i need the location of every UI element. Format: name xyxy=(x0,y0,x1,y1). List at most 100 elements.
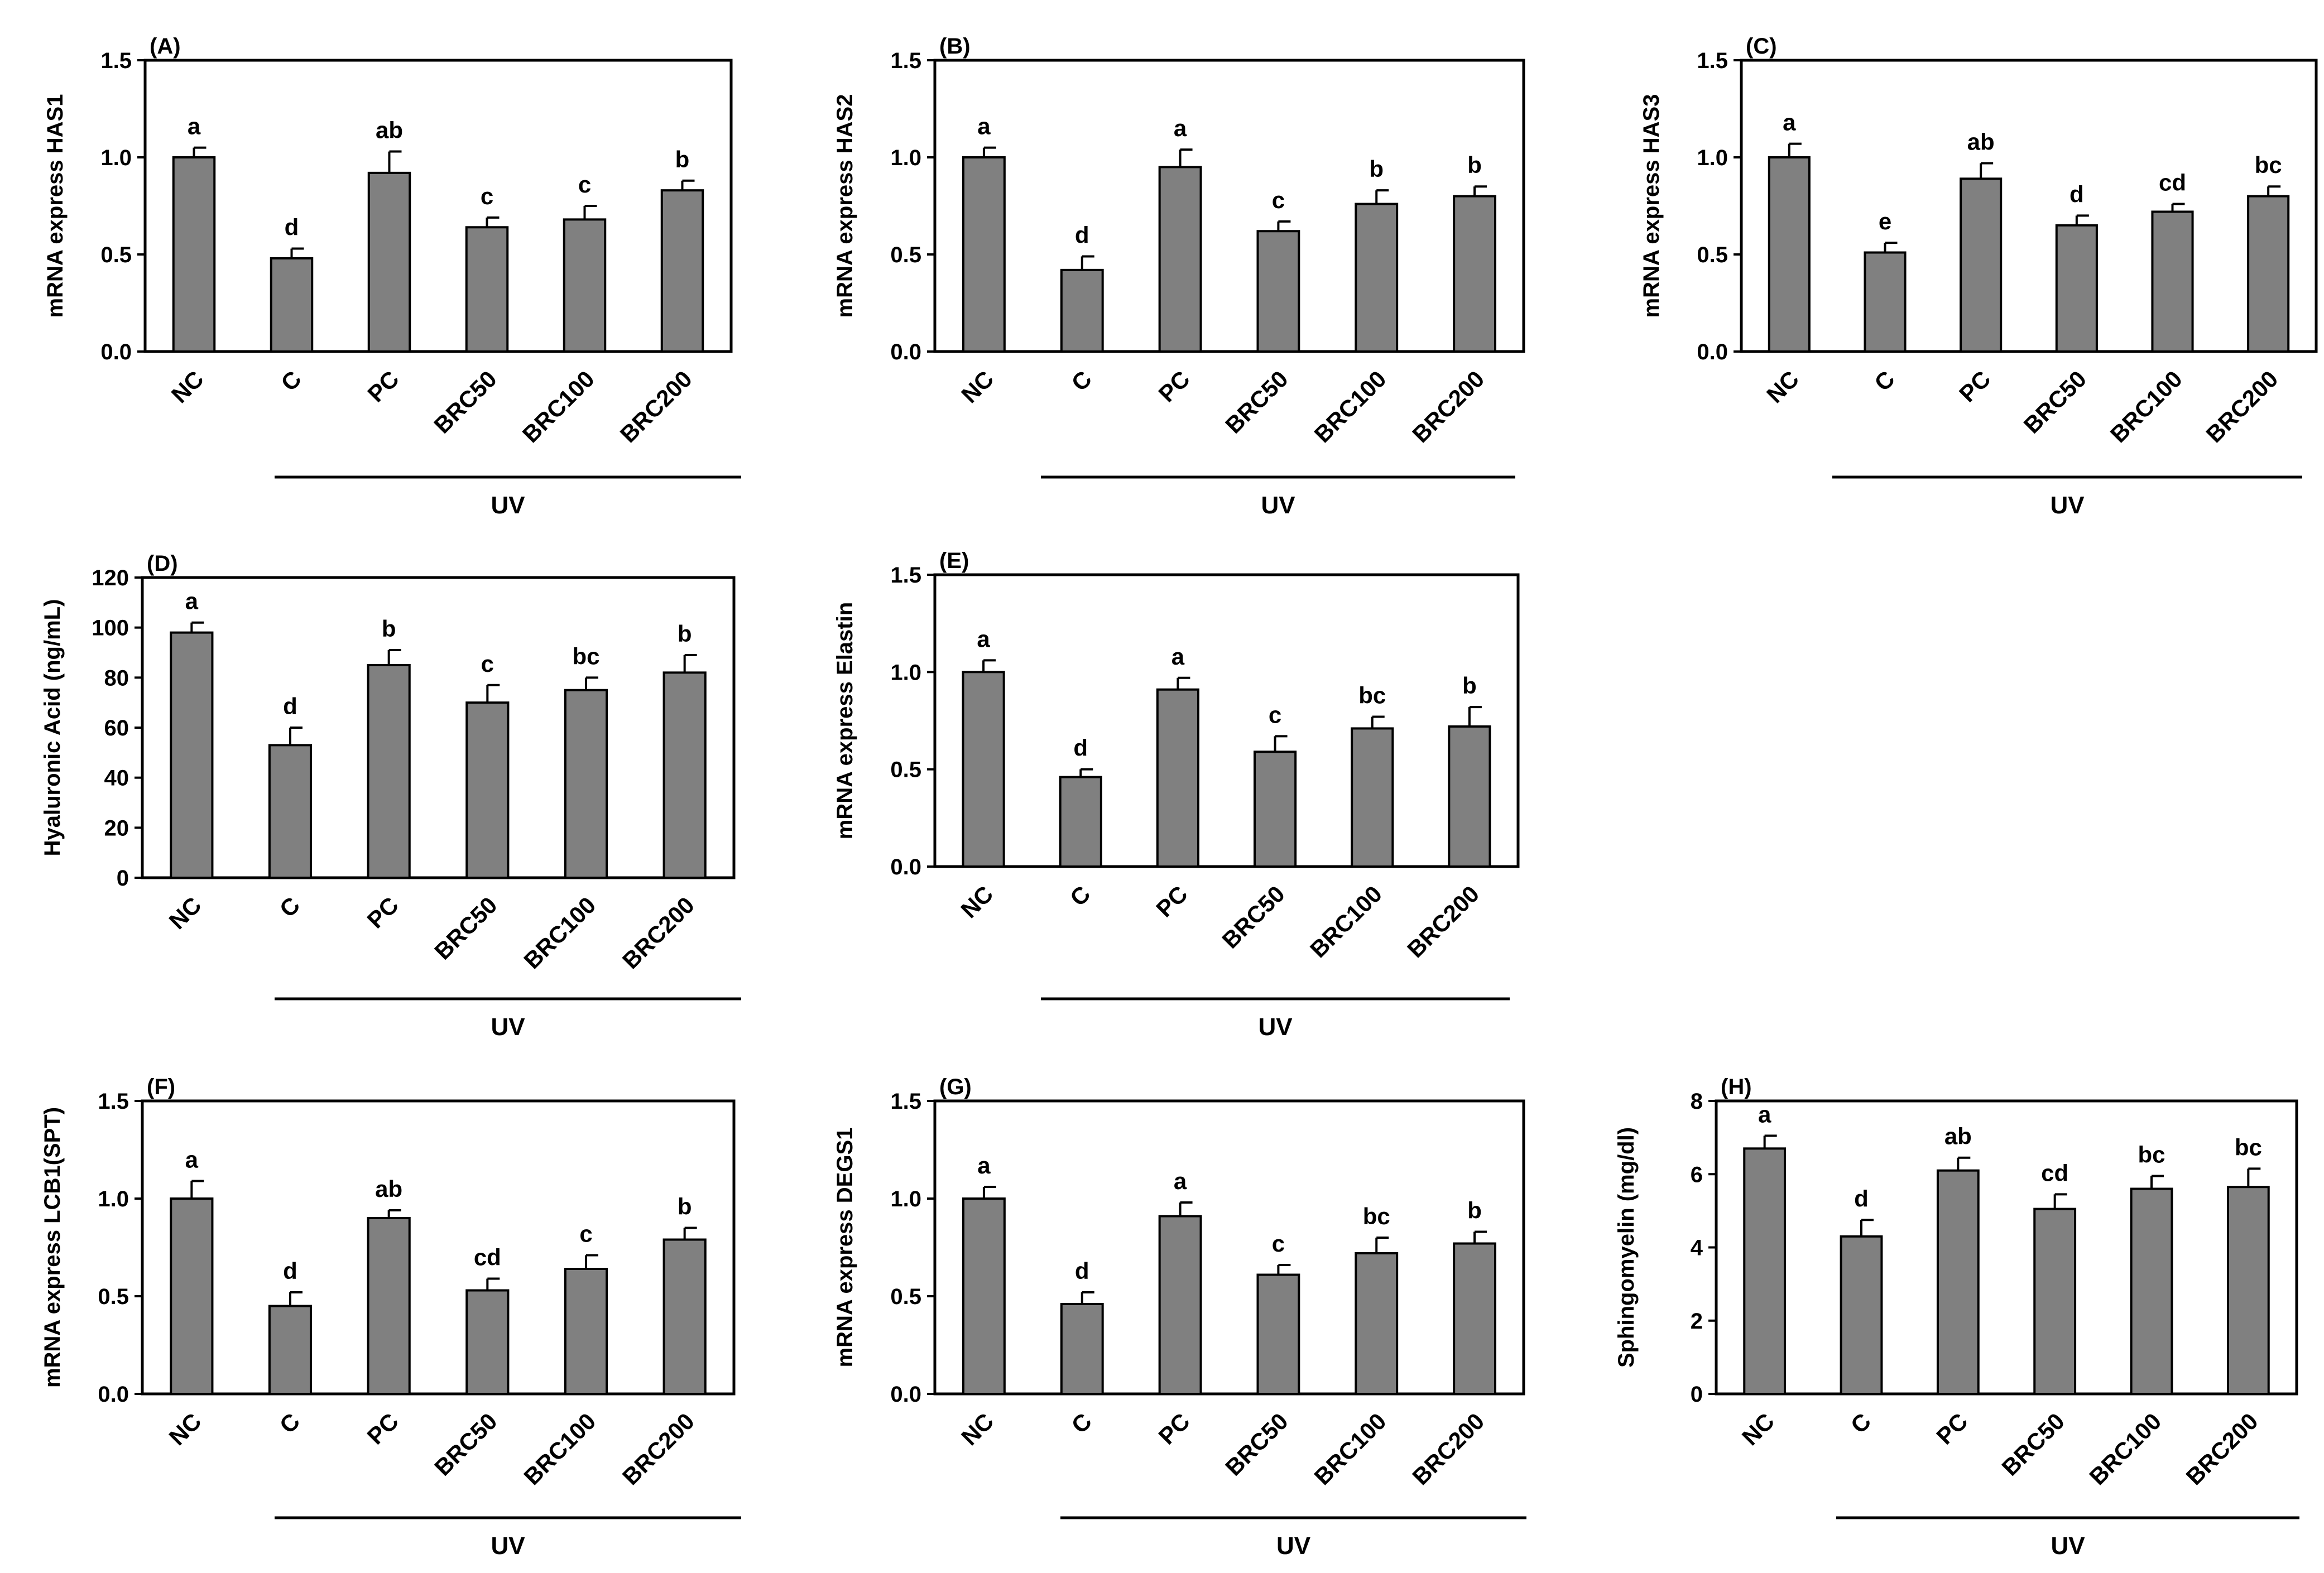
x-tick-label: NC xyxy=(955,881,998,923)
x-tick-label: BRC50 xyxy=(429,892,502,965)
y-tick-label: 0 xyxy=(1691,1382,1703,1407)
significance-letter: b xyxy=(678,620,692,647)
y-axis-label: mRNA express HAS2 xyxy=(833,94,857,318)
x-tick-label: BRC200 xyxy=(1407,1408,1489,1490)
x-tick-label: PC xyxy=(362,892,404,934)
panel-label: (F) xyxy=(147,1075,175,1099)
y-tick-label: 4 xyxy=(1691,1236,1703,1261)
bar xyxy=(1448,725,1491,868)
x-tick-label: PC xyxy=(362,1408,404,1450)
bar xyxy=(1254,751,1297,868)
y-tick-label: 1.5 xyxy=(890,563,921,588)
bar xyxy=(1351,727,1394,868)
significance-letter: ab xyxy=(376,117,403,143)
y-axis-label: Sphingomyelin (mg/dl) xyxy=(1614,1127,1639,1368)
x-tick-label: BRC50 xyxy=(1996,1408,2069,1481)
significance-letter: b xyxy=(1467,152,1482,178)
y-axis-label: mRNA express DEGS1 xyxy=(833,1128,857,1368)
x-tick-label: PC xyxy=(1931,1408,1973,1450)
plot-frame xyxy=(141,576,736,879)
significance-letter: b xyxy=(1462,672,1477,699)
x-tick-label: BRC100 xyxy=(2084,1408,2166,1490)
y-tick-label: 6 xyxy=(1691,1162,1703,1187)
significance-letter: c xyxy=(481,651,494,677)
y-tick-label: 0.0 xyxy=(100,340,132,364)
x-tick-label: BRC200 xyxy=(1407,365,1489,448)
bar xyxy=(564,1268,608,1395)
significance-letter: c xyxy=(1272,187,1285,213)
y-tick-label: 0.5 xyxy=(98,1285,129,1309)
bar xyxy=(1156,688,1199,868)
x-tick-label: BRC100 xyxy=(518,892,601,974)
significance-letter: b xyxy=(678,1194,692,1220)
significance-letter: e xyxy=(1879,208,1891,234)
bar xyxy=(1743,1147,1787,1395)
chart-panel-c: (C) 0.0 0.5 1.0 1.5 mRNA express HAS3 a NC e Cab P… xyxy=(1639,34,2318,519)
x-tick-label: NC xyxy=(166,365,209,408)
panel-label: (A) xyxy=(150,34,181,59)
bar xyxy=(1060,268,1104,353)
bar xyxy=(662,671,707,879)
x-tick-label: PC xyxy=(1153,365,1195,407)
bar xyxy=(1355,1252,1399,1395)
significance-letter: c xyxy=(579,1221,592,1247)
significance-letter: a xyxy=(977,113,991,139)
bar xyxy=(1960,177,2003,353)
x-tick-label: BRC100 xyxy=(518,1408,601,1490)
bar xyxy=(1059,776,1102,868)
chart-panel-h: (H) 0 2 4 6 8 Sphingomyelin (mg/dl) a NC d Cab PC cd… xyxy=(1614,1075,2299,1560)
bar xyxy=(564,689,608,879)
x-tick-label: NC xyxy=(1761,365,1804,408)
x-tick-label: C xyxy=(1846,1408,1876,1439)
bar xyxy=(172,156,216,353)
y-tick-label: 1.5 xyxy=(98,1089,129,1114)
bar xyxy=(268,1305,313,1395)
bar xyxy=(1060,1303,1104,1395)
y-tick-label: 0.0 xyxy=(98,1382,129,1407)
significance-letter: bc xyxy=(1363,1203,1390,1229)
significance-letter: b xyxy=(1467,1197,1482,1224)
x-tick-label: BRC50 xyxy=(1220,1408,1293,1481)
bar xyxy=(268,744,313,879)
x-tick-label: C xyxy=(275,892,305,922)
panel-label: (B) xyxy=(939,34,971,59)
panel-label: (G) xyxy=(939,1075,972,1099)
y-tick-label: 1.5 xyxy=(890,49,921,73)
bar xyxy=(2033,1208,2077,1395)
bar xyxy=(170,631,214,879)
bar xyxy=(1864,251,1907,353)
y-tick-label: 1.5 xyxy=(100,49,132,73)
y-axis-label: mRNA express HAS1 xyxy=(43,94,68,318)
significance-letter: d xyxy=(285,214,299,240)
significance-letter: a xyxy=(1171,643,1185,670)
significance-letter: cd xyxy=(474,1244,501,1271)
significance-letter: a xyxy=(1783,109,1796,136)
significance-letter: b xyxy=(675,146,690,172)
x-tick-label: C xyxy=(1065,881,1096,911)
bar xyxy=(2247,195,2290,353)
y-tick-label: 1.0 xyxy=(890,146,921,170)
bar xyxy=(2151,210,2194,353)
x-tick-label: BRC200 xyxy=(617,1408,699,1490)
significance-letter: c xyxy=(578,171,591,198)
bar xyxy=(662,1238,707,1395)
plot-frame xyxy=(933,1099,1525,1396)
significance-letter: a xyxy=(977,1152,991,1178)
uv-group-label: UV xyxy=(491,1013,525,1041)
y-tick-label: 1.5 xyxy=(890,1089,921,1114)
x-tick-label: PC xyxy=(1153,1408,1195,1450)
bar xyxy=(367,171,411,353)
y-tick-label: 60 xyxy=(104,716,129,740)
x-tick-label: BRC200 xyxy=(2201,365,2283,448)
y-tick-label: 0.0 xyxy=(1697,340,1728,364)
y-tick-label: 0.0 xyxy=(890,1382,921,1407)
bar xyxy=(1936,1169,1980,1395)
y-tick-label: 80 xyxy=(104,666,129,690)
x-tick-label: PC xyxy=(362,365,404,407)
bar xyxy=(1840,1235,1883,1395)
y-tick-label: 1.0 xyxy=(1697,146,1728,170)
uv-group-label: UV xyxy=(2050,492,2085,519)
x-tick-label: NC xyxy=(956,1408,998,1450)
significance-letter: cd xyxy=(2041,1160,2068,1186)
